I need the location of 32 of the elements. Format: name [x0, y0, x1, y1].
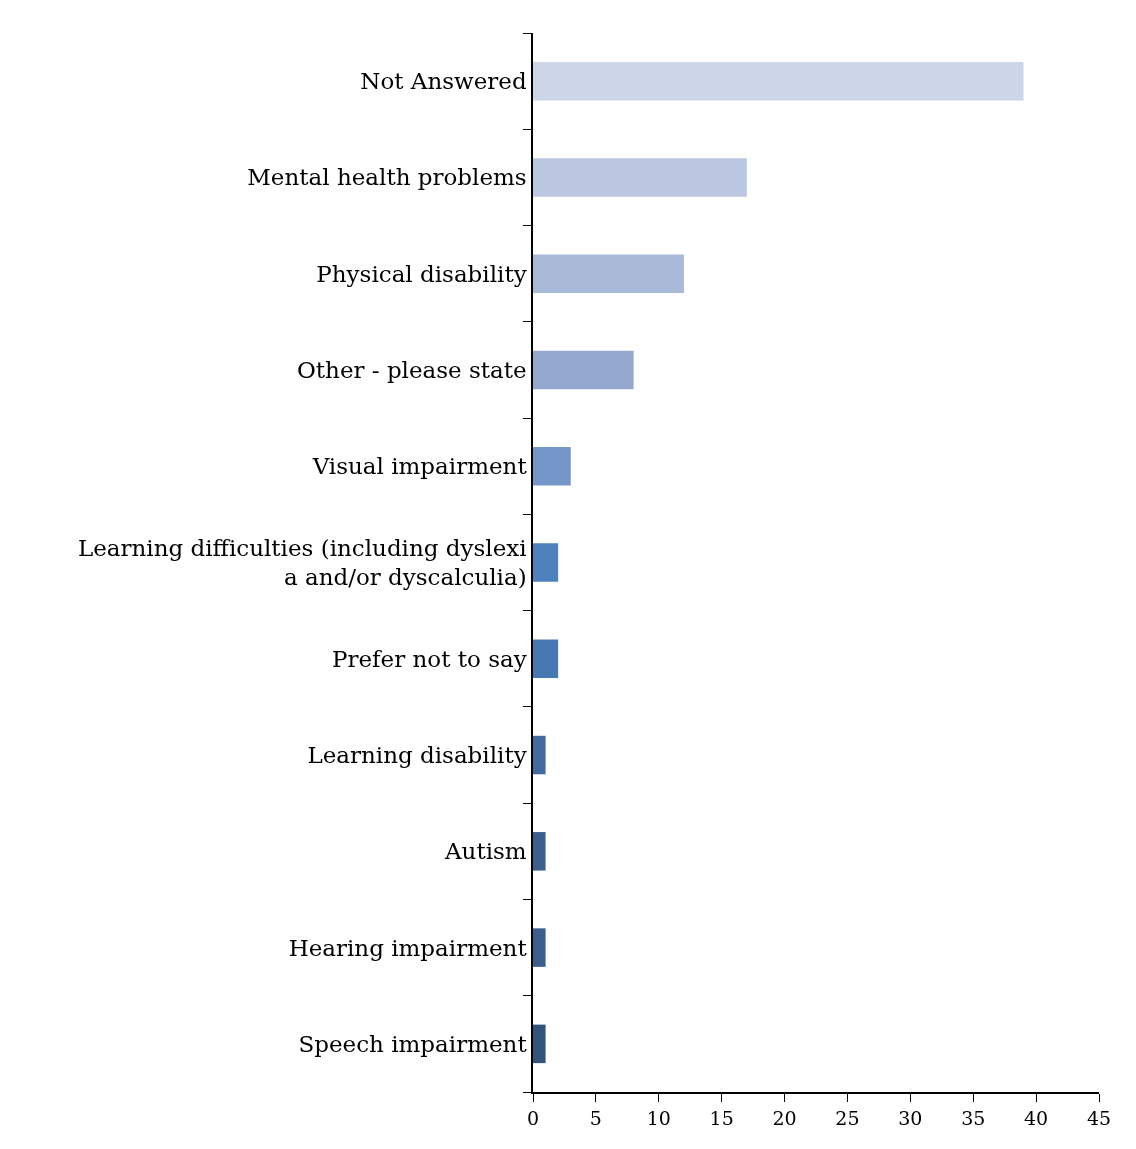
bar: [533, 1024, 546, 1064]
y-tick-label: Hearing impairment: [288, 934, 528, 961]
y-tick-label: Speech impairment: [298, 1030, 528, 1057]
y-tick-label: Physical disability: [316, 260, 527, 287]
bar: [533, 254, 684, 293]
bar: [533, 832, 546, 871]
x-tick-label: 40: [1024, 1106, 1049, 1129]
x-tick-label: 0: [526, 1106, 540, 1129]
x-tick-label: 25: [835, 1106, 860, 1129]
x-tick-label: 35: [961, 1106, 986, 1129]
y-tick-label: Autism: [444, 838, 527, 865]
bar: [533, 350, 634, 390]
y-tick-label: Other - please state: [296, 357, 527, 383]
y-tick-label: Prefer not to say: [332, 645, 527, 672]
x-tick-label: 20: [772, 1106, 797, 1129]
bar: [533, 543, 559, 582]
y-tick-label: Mental health problems: [247, 164, 527, 191]
bar: [533, 735, 546, 775]
y-tick-label: Learning disability: [307, 742, 527, 769]
y-tick-label: Not Answered: [360, 68, 527, 95]
bar: [533, 61, 1024, 101]
bar: [533, 158, 747, 197]
bar: [533, 639, 559, 679]
x-tick-label: 5: [589, 1106, 602, 1129]
x-tick-label: 15: [709, 1106, 734, 1129]
x-tick-label: 45: [1086, 1106, 1112, 1129]
y-tick-label: Learning difficulties (including dyslexi a and/or dyscalculia): [77, 534, 527, 591]
bar: [533, 446, 571, 486]
x-tick-label: 10: [646, 1106, 671, 1129]
x-tick-label: 30: [898, 1106, 923, 1129]
bar: [533, 928, 546, 967]
y-tick-label: Visual impairment: [311, 453, 528, 480]
